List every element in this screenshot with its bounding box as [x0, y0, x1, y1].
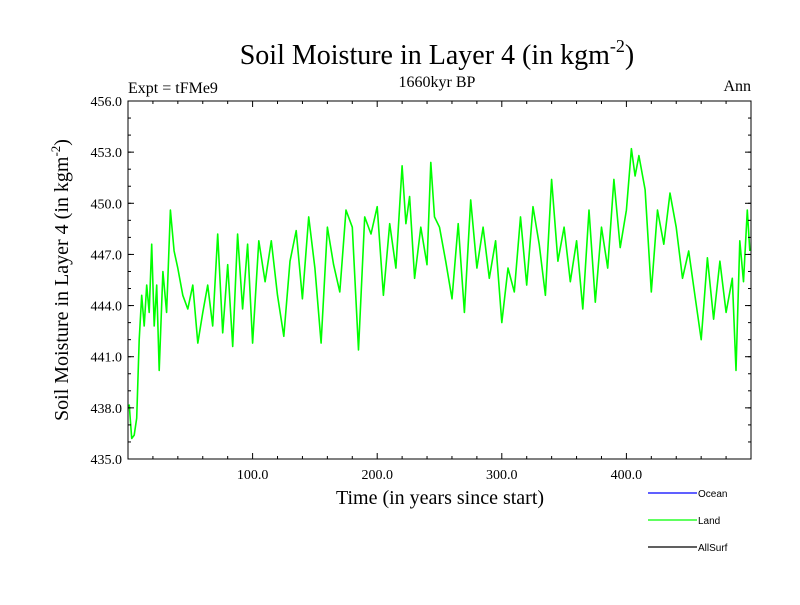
- y-tick-label: 453.0: [91, 146, 123, 161]
- subtitle-center: 1660kyr BP: [399, 74, 476, 91]
- x-tick-label: 300.0: [486, 468, 518, 483]
- legend-label-ocean: Ocean: [698, 489, 727, 500]
- legend: Ocean Land AllSurf: [648, 489, 728, 554]
- x-tick-label: 400.0: [611, 468, 643, 483]
- y-tick-label: 450.0: [91, 197, 123, 212]
- plot-frame: [127, 100, 752, 460]
- legend-label-land: Land: [698, 516, 720, 527]
- y-axis-ticks: 435.0 438.0 441.0 444.0 447.0 450.0 453.0 456.0: [91, 95, 751, 468]
- series-line-land: [128, 147, 751, 440]
- x-axis-ticks: 100.0 200.0 300.0 400.0: [152, 101, 727, 483]
- y-tick-label: 447.0: [91, 248, 123, 263]
- legend-label-allsurf: AllSurf: [698, 543, 728, 554]
- y-axis-label: Soil Moisture in Layer 4 (in kgm-2): [48, 139, 73, 421]
- y-tick-label: 435.0: [91, 453, 123, 468]
- chart-title: Soil Moisture in Layer 4 (in kgm-2): [240, 36, 635, 71]
- y-tick-label: 438.0: [91, 402, 123, 417]
- y-tick-label: 456.0: [91, 95, 123, 110]
- x-axis-label: Time (in years since start): [336, 487, 544, 509]
- subtitle-right: Ann: [723, 78, 751, 95]
- y-tick-label: 444.0: [91, 300, 123, 315]
- x-tick-label: 200.0: [361, 468, 393, 483]
- subtitle-left: Expt = tFMe9: [128, 80, 218, 97]
- x-tick-label: 100.0: [237, 468, 269, 483]
- y-tick-label: 441.0: [91, 351, 123, 366]
